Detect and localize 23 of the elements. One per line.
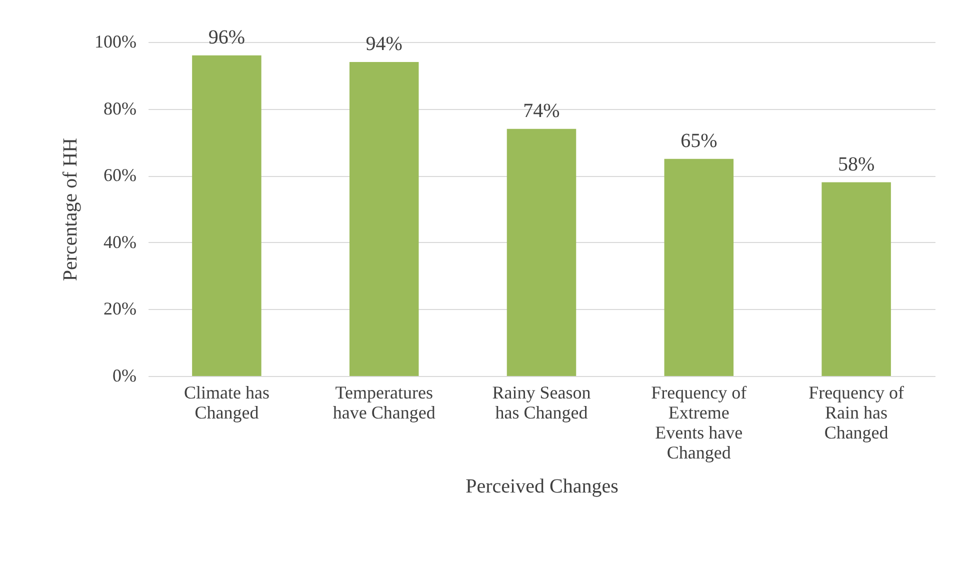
x-tick-label: Climate has Changed	[184, 382, 270, 422]
bar	[664, 158, 734, 376]
x-tick-label: Frequency of Extreme Events have Changed	[651, 382, 747, 462]
data-label: 58%	[838, 153, 875, 176]
bar	[506, 128, 576, 376]
y-tick-label: 0%	[112, 366, 136, 386]
y-tick-label: 80%	[104, 98, 136, 118]
x-axis-title: Perceived Changes	[466, 476, 619, 498]
bar	[822, 182, 891, 376]
data-label: 74%	[523, 100, 560, 122]
y-tick-label: 40%	[104, 232, 136, 252]
bar	[349, 62, 419, 376]
y-axis-title: Percentage of HH	[60, 138, 82, 282]
data-label: 94%	[366, 33, 402, 56]
data-label: 96%	[208, 26, 246, 48]
x-tick-label: Temperatures have Changed	[332, 382, 436, 422]
bar	[192, 55, 262, 376]
data-label: 65%	[680, 130, 718, 152]
y-tick-label: 60%	[104, 165, 136, 186]
x-tick-label: Rainy Season has Changed	[492, 382, 591, 422]
y-tick-label: 100%	[94, 32, 136, 52]
x-tick-label: Frequency of Rain has Changed	[808, 382, 904, 442]
y-tick-label: 20%	[104, 298, 136, 319]
